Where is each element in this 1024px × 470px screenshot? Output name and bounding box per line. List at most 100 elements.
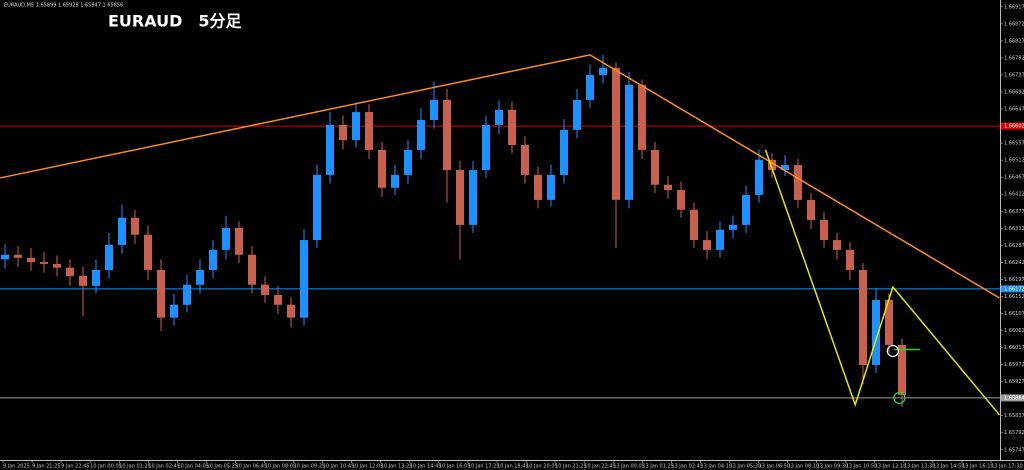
- x-tick-label: 13 Jan 08:10: [788, 464, 820, 470]
- x-tick-label: 10 Jan 06:45: [235, 464, 267, 470]
- y-tick-label: 1.66647: [1004, 107, 1024, 113]
- y-tick-label: 1.65837: [1004, 413, 1024, 419]
- candle-body: [365, 112, 373, 150]
- candle-body: [781, 165, 789, 170]
- candle-body: [404, 149, 412, 175]
- candle-body: [885, 299, 893, 345]
- x-tick-label: 13 Jan 13:30: [904, 464, 936, 470]
- y-tick-label: 1.66017: [1004, 345, 1024, 351]
- y-tick-label: 1.66872: [1004, 21, 1024, 27]
- x-tick-label: 10 Jan 22:45: [584, 464, 616, 470]
- y-tick-label: 1.66152: [1004, 294, 1024, 300]
- y-tick-label: 1.66197: [1004, 277, 1024, 283]
- x-tick-label: 10 Jan 05:25: [206, 464, 238, 470]
- y-tick-label: 1.66737: [1004, 72, 1024, 78]
- candle-body: [131, 217, 139, 235]
- candle-body: [768, 159, 776, 170]
- candle-body: [755, 159, 763, 195]
- y-tick-label: 1.65792: [1004, 430, 1024, 436]
- candle-body: [898, 344, 906, 395]
- x-tick-label: 10 Jan 20:05: [526, 464, 558, 470]
- candle-body: [443, 99, 451, 170]
- candle-body: [729, 224, 737, 230]
- candle-body: [14, 254, 22, 258]
- candle-body: [508, 109, 516, 146]
- x-tick-label: 10 Jan 18:45: [497, 464, 529, 470]
- plot-area: [0, 54, 1001, 416]
- candle-body: [248, 254, 256, 285]
- y-tick-label: 1.66557: [1004, 141, 1024, 147]
- candle-body: [703, 240, 711, 250]
- candle-body: [820, 219, 828, 241]
- x-tick-label: 10 Jan 09:25: [294, 464, 326, 470]
- candle-body: [638, 84, 646, 150]
- candle-body: [326, 124, 334, 175]
- chart-title: EURAUD 5分足: [108, 12, 243, 31]
- candle-body: [469, 169, 477, 225]
- candle-body: [40, 261, 48, 264]
- x-tick-label: 13 Jan 12:10: [875, 464, 907, 470]
- candle-body: [846, 249, 854, 270]
- y-tick-label: 1.66467: [1004, 175, 1024, 181]
- x-tick-label: 13 Jan 00:05: [613, 464, 645, 470]
- y-tick-label: 1.65747: [1004, 447, 1024, 453]
- price-level-tag: [1001, 394, 1024, 402]
- candle-body: [586, 74, 594, 100]
- x-tick-label: 10 Jan 12:05: [352, 464, 384, 470]
- y-tick-label: 1.66332: [1004, 226, 1024, 232]
- y-tick-label: 1.65927: [1004, 379, 1024, 385]
- candle-body: [599, 67, 607, 75]
- candle-body: [430, 99, 438, 121]
- x-tick-label: 9 Jan 21:25: [32, 464, 60, 470]
- x-tick-label: 10 Jan 00:05: [90, 464, 122, 470]
- candle-body: [1, 254, 9, 260]
- price-level-label: 1.65884: [1004, 395, 1024, 401]
- price-level-tag: [1001, 285, 1024, 293]
- x-tick-label: 13 Jan 17:30: [991, 464, 1023, 470]
- y-tick-label: 1.66287: [1004, 243, 1024, 249]
- candle-body: [833, 240, 841, 250]
- x-tick-label: 13 Jan 06:50: [759, 464, 791, 470]
- y-tick-label: 1.66512: [1004, 158, 1024, 164]
- y-tick-label: 1.66422: [1004, 192, 1024, 198]
- candle-body: [79, 276, 87, 286]
- y-tick-label: 1.66917: [1004, 4, 1024, 10]
- candle-body: [105, 244, 113, 270]
- candle-body: [651, 149, 659, 185]
- x-tick-label: 10 Jan 14:45: [410, 464, 442, 470]
- candle-body: [612, 67, 620, 200]
- x-tick-label: 10 Jan 01:25: [119, 464, 151, 470]
- candle-body: [664, 184, 672, 191]
- x-tick-label: 13 Jan 02:45: [671, 464, 703, 470]
- x-tick-label: 10 Jan 13:25: [381, 464, 413, 470]
- marker-circle: [886, 344, 900, 358]
- candle-body: [807, 199, 815, 220]
- trend-line: [0, 54, 1000, 299]
- candle-body: [872, 299, 880, 365]
- candle-body: [547, 174, 555, 200]
- x-tick-label: 13 Jan 09:30: [817, 464, 849, 470]
- candle-body: [261, 284, 269, 295]
- candle-body: [534, 174, 542, 200]
- x-tick-label: 13 Jan 14:50: [933, 464, 965, 470]
- candle-body: [482, 124, 490, 170]
- candle-body: [417, 120, 425, 150]
- candle-body: [274, 294, 282, 305]
- candle-body: [690, 209, 698, 241]
- x-tick-label: 10 Jan 17:25: [468, 464, 500, 470]
- candle-body: [859, 269, 867, 365]
- candle-body: [456, 169, 464, 225]
- y-tick-label: 1.66692: [1004, 90, 1024, 96]
- candle-body: [339, 124, 347, 141]
- x-tick-label: 9 Jan 22:45: [61, 464, 89, 470]
- candle-body: [157, 269, 165, 318]
- candle-body: [287, 304, 295, 318]
- candle-body: [144, 234, 152, 270]
- x-tick-label: 13 Jan 04:10: [700, 464, 732, 470]
- candle-body: [313, 174, 321, 241]
- y-tick-label: 1.66827: [1004, 38, 1024, 44]
- candle-body: [92, 269, 100, 286]
- candle-body: [677, 190, 685, 210]
- y-tick-label: 1.66377: [1004, 209, 1024, 215]
